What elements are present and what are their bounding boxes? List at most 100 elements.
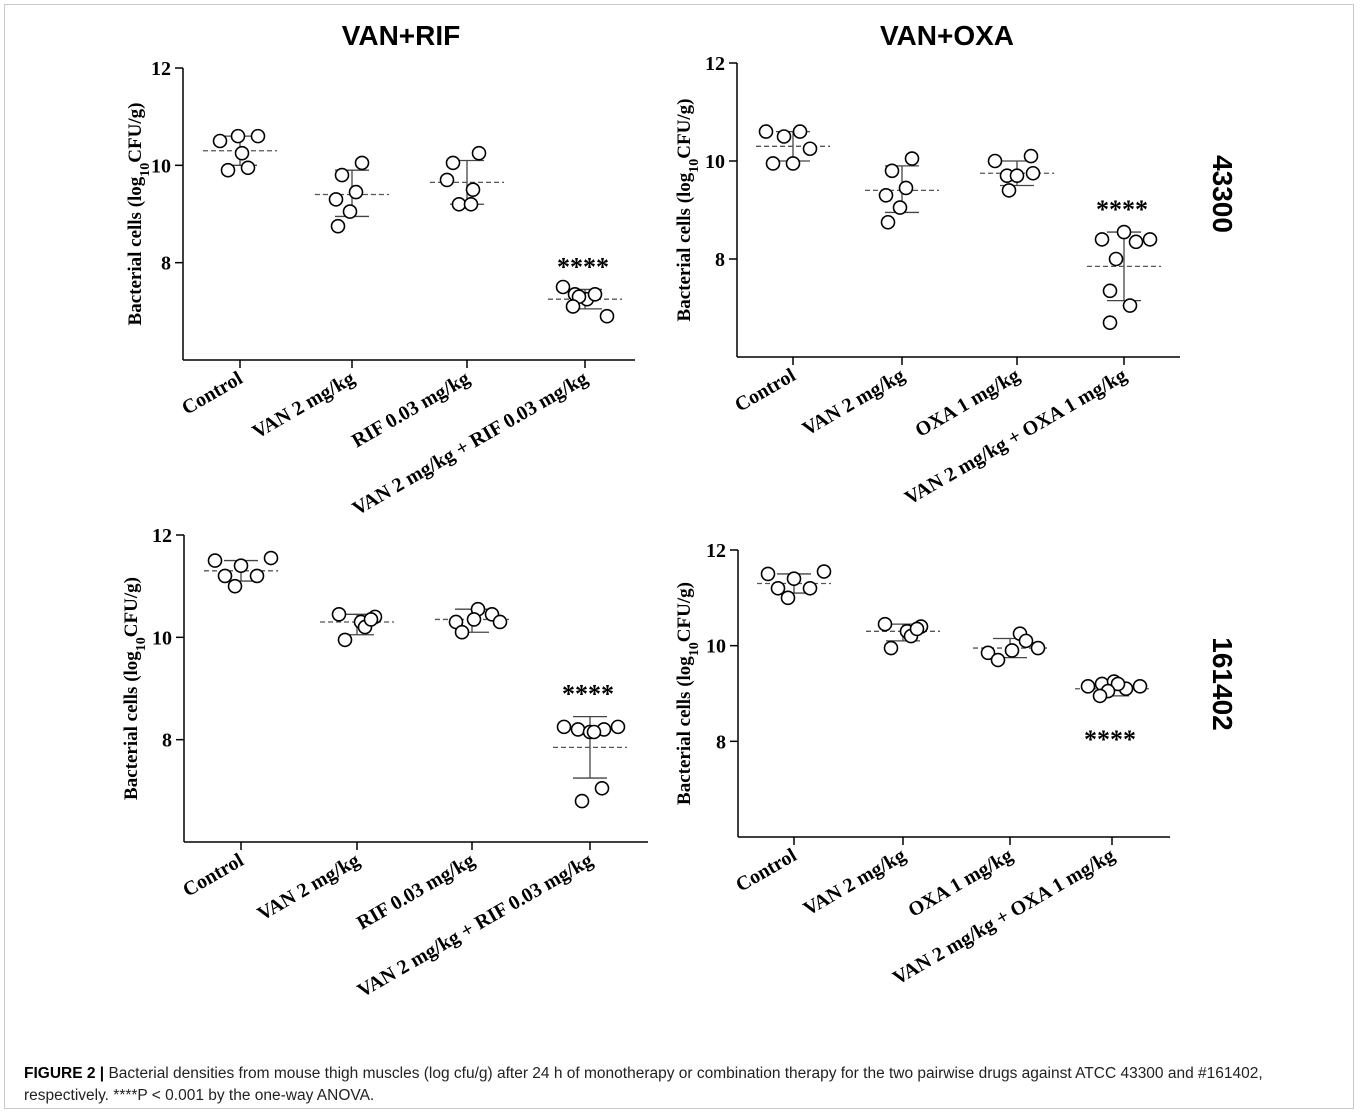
data-point [892, 200, 908, 215]
x-tick-label: VAN 2 mg/kg [249, 367, 359, 443]
x-tick-label: Control [178, 367, 247, 419]
y-tick-label: 8 [716, 731, 726, 753]
data-point [780, 590, 796, 606]
data-point [586, 724, 602, 740]
x-tick-label: Control [179, 849, 248, 901]
data-point [1108, 251, 1124, 267]
data-point [1025, 165, 1041, 181]
data-point [207, 553, 223, 568]
data-point [1122, 298, 1138, 313]
data-point [471, 145, 487, 161]
data-point [786, 571, 802, 587]
data-point [1116, 224, 1132, 240]
data-point [883, 640, 899, 656]
data-point [1004, 643, 1020, 658]
x-tick-label: VAN 2 mg/kg [800, 844, 910, 920]
x-tick-label: Control [731, 364, 800, 416]
data-point [904, 151, 920, 166]
data-point [439, 172, 455, 188]
data-point [234, 145, 250, 161]
y-tick-label: 12 [151, 58, 171, 80]
data-point [880, 214, 896, 230]
y-axis-label: Bacterial cells (log10CFU/g) [674, 99, 702, 322]
data-point [328, 192, 344, 207]
y-tick-label: 10 [152, 627, 172, 649]
data-point [1018, 633, 1034, 649]
data-point [556, 719, 572, 735]
data-point [574, 793, 590, 809]
y-tick-label: 12 [705, 53, 725, 75]
data-point [463, 196, 479, 212]
data-point [1128, 234, 1144, 250]
data-point [1142, 232, 1158, 247]
y-tick-label: 10 [706, 636, 726, 658]
data-point [348, 184, 364, 200]
data-point [445, 155, 461, 171]
y-tick-label: 10 [705, 151, 725, 173]
data-point [909, 621, 925, 637]
data-point [587, 286, 603, 302]
significance-annotation: **** [557, 252, 609, 281]
data-point [776, 129, 792, 144]
data-point [1110, 676, 1126, 692]
data-point [1132, 679, 1148, 694]
chart-panel-top-left: 8 10 12 Bacterial cells (log10CFU/g) Control… [125, 58, 635, 520]
data-point [230, 128, 246, 144]
data-point [770, 580, 786, 596]
x-tick-label: VAN 2 mg/kg [254, 849, 364, 925]
column-title-van-oxa: VAN+OXA [879, 20, 1015, 51]
data-point [758, 124, 774, 139]
chart-panel-top-right: 8 10 12 Bacterial cells (log10CFU/g) Control… [674, 53, 1180, 509]
data-point [233, 558, 249, 574]
data-point [765, 156, 781, 171]
data-point [898, 180, 914, 196]
y-tick-label: 8 [715, 249, 725, 271]
significance-annotation: **** [1084, 725, 1136, 754]
y-axis-label: Bacterial cells (log10CFU/g) [121, 577, 149, 800]
caption-text: Bacterial densities from mouse thigh mus… [24, 1065, 1263, 1104]
data-point [212, 133, 228, 149]
y-tick-label: 12 [152, 525, 172, 547]
figure-frame [4, 4, 1354, 1109]
data-point [337, 632, 353, 648]
data-point [987, 153, 1003, 169]
x-tick-label: Control [732, 844, 801, 896]
significance-annotation: **** [562, 680, 614, 709]
data-point [565, 299, 581, 314]
data-point [451, 196, 467, 212]
data-point [1094, 232, 1110, 247]
data-point [990, 652, 1006, 668]
data-point [884, 163, 900, 179]
data-point [802, 580, 818, 596]
data-point [466, 612, 482, 627]
y-tick-label: 12 [706, 540, 726, 562]
data-point [217, 568, 233, 584]
data-point [785, 156, 801, 171]
data-point [1092, 688, 1108, 704]
data-point [877, 616, 893, 632]
data-point [816, 564, 832, 579]
data-point [555, 279, 571, 295]
data-point [334, 167, 350, 183]
data-point [465, 182, 481, 197]
data-point [331, 607, 347, 622]
column-title-van-rif: VAN+RIF [341, 20, 461, 51]
data-point [1102, 315, 1118, 331]
data-point [760, 566, 776, 582]
chart-panel-bottom-left: 8 10 12 Bacterial cells (log10CFU/g) Control… [121, 525, 648, 1002]
data-point [1030, 640, 1046, 656]
data-point [492, 614, 508, 630]
data-point [354, 155, 370, 171]
caption-label: FIGURE 2 | [24, 1065, 105, 1082]
data-point [263, 550, 279, 566]
x-tick-label: VAN 2 mg/kg + RIF 0.03 mg/kg [354, 849, 597, 1002]
data-point [610, 719, 626, 735]
data-point [240, 160, 256, 176]
data-point [570, 722, 586, 737]
data-point [363, 612, 379, 627]
y-tick-label: 8 [162, 730, 172, 752]
data-point [1009, 168, 1025, 183]
chart-area: 8 10 12 Bacterial cells (log10CFU/g) Control… [121, 53, 1180, 1002]
data-point [330, 218, 346, 234]
